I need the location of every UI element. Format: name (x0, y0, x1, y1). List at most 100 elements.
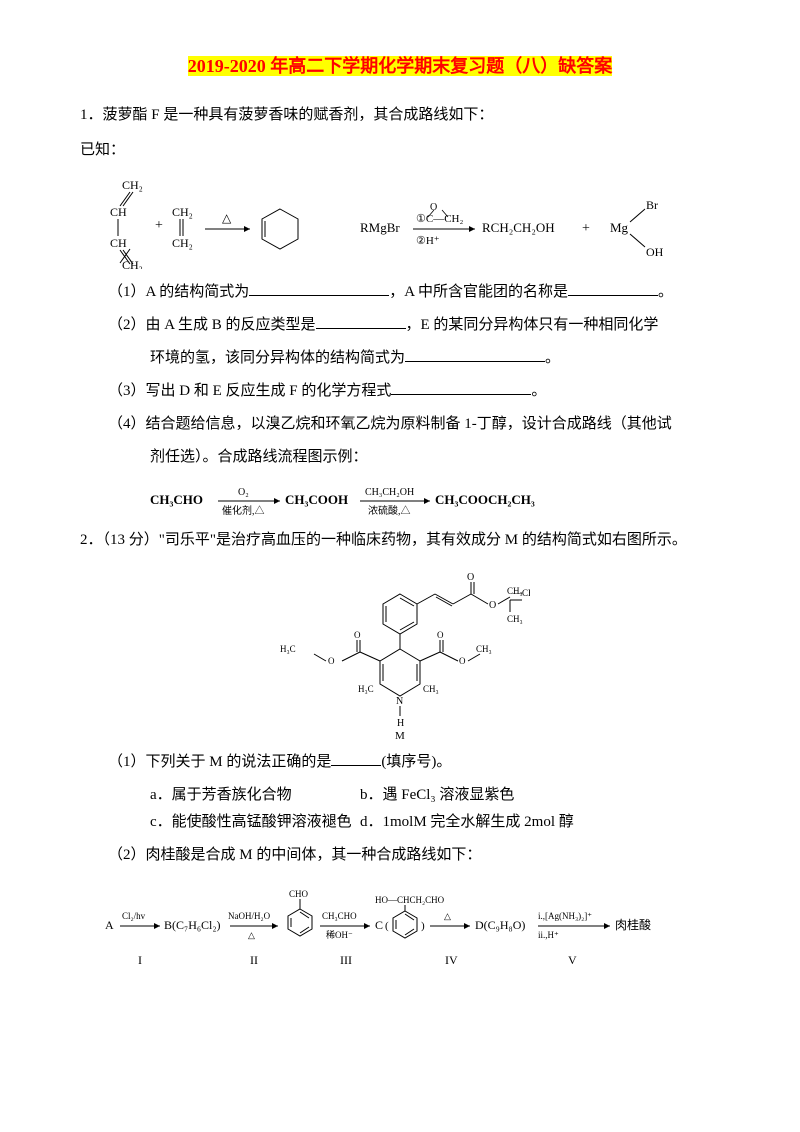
cC: C (375, 918, 383, 932)
svg-text:N: N (396, 696, 403, 707)
cB: B(C₇H₆Cl₂) (164, 918, 221, 932)
rn2: III (340, 953, 352, 967)
svg-text:O: O (328, 656, 335, 666)
svg-text:CH₃: CH₃ (476, 644, 492, 654)
q2-sub2-text: （2）肉桂酸是合成 M 的中间体，其一种合成路线如下： (108, 847, 481, 863)
ca5t: i.,[Ag(NH₃)₂]⁺ (538, 911, 592, 921)
svg-text:+: + (155, 218, 163, 233)
svg-text:CH: CH (110, 236, 127, 250)
svg-text:①C—CH₂: ①C—CH₂ (416, 213, 463, 225)
q1-sub1-c: 。 (658, 284, 673, 300)
q1-number: 1． (80, 107, 103, 123)
svg-text:O: O (467, 572, 474, 583)
svg-text:H₃C: H₃C (358, 684, 374, 694)
svg-text:RMgBr: RMgBr (360, 220, 400, 235)
q2-number: 2． (80, 532, 103, 548)
a2b: 浓硫酸,△ (368, 504, 411, 517)
chain-svg: A Cl₂/hv B(C₇H₆Cl₂) NaOH/H₂O △ CHO CH₃CH… (100, 879, 720, 974)
svg-text:△: △ (222, 211, 232, 225)
svg-text:CHO: CHO (289, 889, 309, 899)
svg-text:+: + (582, 221, 590, 236)
r3: CH₃COOCH₂CH₃ (435, 492, 535, 507)
q1-formula: CH₃CHO O₂ 催化剂,△ CH₃COOH CH₃CH₂OH 浓硫酸,△ C… (80, 479, 720, 519)
q1-given: 已知： (80, 137, 720, 164)
svg-text:): ) (421, 920, 425, 932)
q1-sub2-c: 环境的氢，该同分异构体的结构简式为 (150, 350, 405, 366)
q1-sub1: （1）A 的结构简式为，A 中所含官能团的名称是。 (122, 279, 720, 306)
opt-c: c．能使酸性高锰酸钾溶液褪色 (150, 809, 360, 836)
svg-text:O: O (459, 656, 466, 666)
a1b: 催化剂,△ (222, 504, 265, 517)
q1-sub3: （3）写出 D 和 E 反应生成 F 的化学方程式。 (122, 378, 720, 405)
q2-options: a．属于芳香族化合物b．遇 FeCl₃ 溶液显紫色 c．能使酸性高锰酸钾溶液褪色… (80, 782, 720, 836)
r1: CH₃CHO (150, 492, 203, 507)
rn1: II (250, 953, 258, 967)
svg-text:CH₃: CH₃ (507, 614, 523, 624)
rn4: V (568, 953, 577, 967)
q1-sub3-a: （3）写出 D 和 E 反应生成 F 的化学方程式 (108, 383, 391, 399)
svg-text:Mg: Mg (610, 220, 629, 235)
rn0: I (138, 953, 142, 967)
blank (249, 281, 389, 296)
svg-text:M: M (395, 730, 405, 739)
title-highlight: 2019-2020 (188, 56, 271, 76)
q2-stem: 2．（13 分）"司乐平"是治疗高血压的一种临床药物，其有效成分 M 的结构简式… (80, 527, 720, 554)
ca4t: △ (444, 911, 451, 921)
ca3b: 稀OH⁻ (326, 929, 353, 940)
q2-sub1-a: （1）下列关于 M 的说法正确的是 (108, 754, 331, 770)
svg-text:H₃C: H₃C (280, 644, 296, 654)
a2t: CH₃CH₂OH (365, 487, 414, 498)
a1t: O₂ (238, 487, 249, 498)
q2-sub2: （2）肉桂酸是合成 M 的中间体，其一种合成路线如下： (122, 842, 720, 869)
svg-text:CH₂: CH₂ (172, 205, 193, 219)
q1-sub3-b: 。 (531, 383, 546, 399)
cE: 肉桂酸 (615, 917, 651, 932)
q1-stem: 1．菠萝酯 F 是一种具有菠萝香味的赋香剂，其合成路线如下： (80, 102, 720, 129)
svg-text:CH₃: CH₃ (423, 684, 439, 694)
document-title: 2019-2020 年高二下学期化学期末复习题（八）缺答案 (80, 50, 720, 82)
svg-text:CH₂: CH₂ (122, 178, 143, 192)
rn3: IV (445, 953, 458, 967)
q2-structure-M: O O CH₃ CH₃ —CH₃ O O CH₃ O O H₃C CH₃ H₃C… (80, 564, 720, 739)
blank (316, 314, 406, 329)
opt-d: d．1molM 完全水解生成 2mol 醇 (360, 809, 574, 836)
blank (568, 281, 658, 296)
svg-text:CH₂: CH₂ (122, 258, 143, 269)
svg-text:O: O (354, 630, 361, 640)
q2-sub1-b: (填序号)。 (381, 754, 451, 770)
opt-a: a．属于芳香族化合物 (150, 782, 360, 809)
reaction-svg-1: CH₂ CH CH CH₂ + CH₂ CH₂ △ RMgBr ①C—CH₂ O… (110, 174, 710, 269)
ca3t: CH₃CHO (322, 911, 357, 921)
blank (331, 751, 381, 766)
q1-sub4-a: （4）结合题给信息，以溴乙烷和环氧乙烷为原料制备 1-丁醇，设计合成路线（其他试 (108, 416, 672, 432)
ca5b: ii.,H⁺ (538, 930, 559, 940)
svg-text:O: O (430, 202, 437, 213)
svg-text:RCH₂CH₂OH: RCH₂CH₂OH (482, 220, 555, 235)
svg-text:Br: Br (646, 198, 658, 212)
q1-sub2-a: （2）由 A 生成 B 的反应类型是 (108, 317, 316, 333)
formula-svg: CH₃CHO O₂ 催化剂,△ CH₃COOH CH₃CH₂OH 浓硫酸,△ C… (150, 479, 610, 519)
q2-sub1: （1）下列关于 M 的说法正确的是(填序号)。 (122, 749, 720, 776)
svg-text:O: O (489, 600, 496, 611)
q1-sub1-b: ，A 中所含官能团的名称是 (389, 284, 568, 300)
structure-M-svg: O O CH₃ CH₃ —CH₃ O O CH₃ O O H₃C CH₃ H₃C… (270, 564, 530, 739)
ca2b: △ (248, 930, 255, 940)
r2: CH₃COOH (285, 492, 348, 507)
title-rest: 年高二下学期化学期末复习题（八）缺答案 (270, 56, 612, 76)
blank (391, 380, 531, 395)
svg-text:②H⁺: ②H⁺ (416, 235, 440, 247)
svg-text:(: ( (385, 920, 389, 932)
q1-stem-text: 菠萝酯 F 是一种具有菠萝香味的赋香剂，其合成路线如下： (103, 107, 494, 123)
svg-text:H: H (397, 718, 404, 729)
cA: A (105, 918, 114, 932)
cD: D(C₉H₈O) (475, 918, 525, 932)
svg-text:—CH₃: —CH₃ (512, 588, 530, 598)
svg-text:CH₂: CH₂ (172, 236, 193, 250)
q1-sub1-a: （1）A 的结构简式为 (108, 284, 249, 300)
q1-sub4-cont: 剂任选）。合成路线流程图示例： (80, 444, 720, 471)
blank (405, 347, 545, 362)
q2-chain: A Cl₂/hv B(C₇H₆Cl₂) NaOH/H₂O △ CHO CH₃CH… (100, 879, 720, 974)
svg-text:O: O (437, 630, 444, 640)
q1-reaction-diagram: CH₂ CH CH CH₂ + CH₂ CH₂ △ RMgBr ①C—CH₂ O… (110, 174, 720, 269)
q1-sub4-b: 剂任选）。合成路线流程图示例： (150, 449, 368, 465)
